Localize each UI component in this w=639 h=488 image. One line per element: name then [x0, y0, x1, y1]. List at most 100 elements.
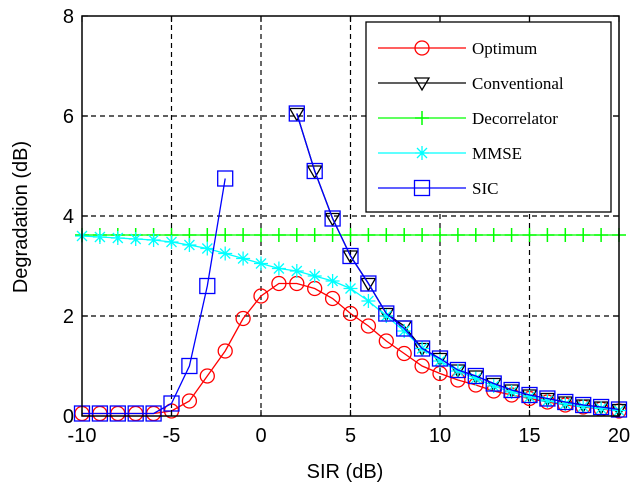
asterisk-marker — [182, 238, 197, 252]
plus-marker — [594, 228, 609, 242]
plus-marker — [558, 228, 573, 242]
asterisk-marker — [146, 233, 161, 247]
plus-marker — [415, 111, 429, 125]
plus-marker — [218, 228, 233, 242]
square-marker — [127, 405, 144, 422]
square-marker — [503, 381, 520, 399]
x-tick-label: -5 — [163, 425, 181, 447]
legend-item-sic: SIC — [378, 179, 498, 198]
triangle-marker — [360, 277, 377, 292]
asterisk-marker — [576, 399, 591, 414]
asterisk-marker — [504, 385, 519, 399]
asterisk-marker — [110, 231, 125, 245]
legend-item-decorrelator: Decorrelator — [378, 109, 558, 128]
asterisk-marker — [325, 274, 340, 288]
asterisk-marker — [594, 401, 609, 416]
square-marker — [467, 367, 484, 385]
plus-marker — [415, 228, 430, 242]
asterisk-marker — [433, 354, 447, 368]
y-tick-label: 2 — [63, 306, 74, 328]
asterisk-marker — [164, 235, 179, 249]
square-marker — [557, 393, 574, 411]
legend-item-optimum: Optimum — [378, 39, 537, 58]
x-tick-label: -10 — [68, 425, 97, 447]
x-tick-label: 10 — [429, 425, 451, 447]
asterisk-marker — [200, 241, 215, 256]
plus-marker — [504, 228, 519, 242]
asterisk-marker — [397, 324, 412, 338]
asterisk-marker — [540, 394, 555, 408]
triangle-marker — [324, 212, 341, 227]
square-marker — [288, 105, 305, 122]
square-marker — [539, 390, 556, 407]
asterisk-marker — [307, 269, 322, 283]
plus-marker — [433, 228, 447, 242]
asterisk-marker — [218, 246, 233, 261]
square-marker — [306, 162, 323, 180]
asterisk-marker — [254, 256, 268, 271]
legend-label: MMSE — [472, 144, 522, 163]
asterisk-marker — [558, 397, 573, 411]
square-marker — [360, 275, 377, 292]
asterisk-marker — [343, 281, 358, 296]
x-tick-label: 0 — [255, 425, 266, 447]
square-marker — [431, 350, 449, 367]
square-marker — [324, 210, 341, 227]
circle-marker — [378, 333, 394, 349]
asterisk-marker — [522, 390, 537, 404]
x-tick-label: 15 — [518, 425, 540, 447]
asterisk-marker — [468, 371, 483, 386]
plus-marker — [343, 228, 358, 242]
legend-label: SIC — [472, 179, 498, 198]
plus-marker — [289, 228, 304, 242]
square-marker — [575, 396, 592, 414]
plus-marker — [468, 228, 483, 242]
series-sic — [73, 105, 628, 422]
asterisk-marker — [128, 232, 143, 246]
plus-marker — [576, 228, 591, 242]
triangle-marker — [413, 77, 431, 92]
triangle-marker — [342, 250, 359, 265]
square-marker — [378, 305, 395, 322]
legend-label: Decorrelator — [472, 109, 558, 128]
triangle-marker — [288, 107, 305, 122]
y-tick-label: 8 — [63, 6, 74, 28]
legend-label: Conventional — [472, 74, 564, 93]
plus-marker — [379, 228, 394, 242]
square-marker — [413, 179, 431, 197]
y-tick-label: 6 — [63, 106, 74, 128]
square-marker — [217, 170, 234, 187]
plus-marker — [236, 228, 251, 242]
square-marker — [342, 247, 359, 265]
x-axis-label: SIR (dB) — [307, 461, 384, 483]
plus-marker — [486, 228, 501, 242]
legend-item-mmse: MMSE — [378, 144, 522, 163]
square-marker — [521, 386, 538, 404]
plus-marker — [397, 228, 412, 242]
x-tick-label: 5 — [345, 425, 356, 447]
series-line — [82, 178, 226, 415]
square-marker — [91, 405, 109, 422]
square-marker — [396, 320, 413, 337]
triangle-marker — [378, 307, 395, 322]
legend-item-conventional: Conventional — [378, 74, 564, 93]
circle-marker — [360, 318, 377, 334]
circle-marker — [396, 345, 412, 362]
square-marker — [109, 405, 126, 422]
asterisk-marker — [92, 230, 107, 244]
plus-marker — [361, 228, 376, 242]
asterisk-marker — [289, 264, 304, 278]
asterisk-marker — [361, 294, 376, 308]
plus-marker — [325, 228, 340, 242]
series-mmse — [75, 229, 626, 418]
circle-marker — [217, 343, 233, 359]
plus-marker — [254, 228, 268, 242]
triangle-marker — [306, 165, 323, 180]
plus-marker — [540, 228, 555, 242]
y-tick-label: 4 — [63, 206, 74, 228]
series-line — [296, 113, 620, 411]
square-marker — [449, 361, 467, 379]
circle-marker — [271, 275, 287, 292]
circle-marker — [414, 358, 430, 374]
